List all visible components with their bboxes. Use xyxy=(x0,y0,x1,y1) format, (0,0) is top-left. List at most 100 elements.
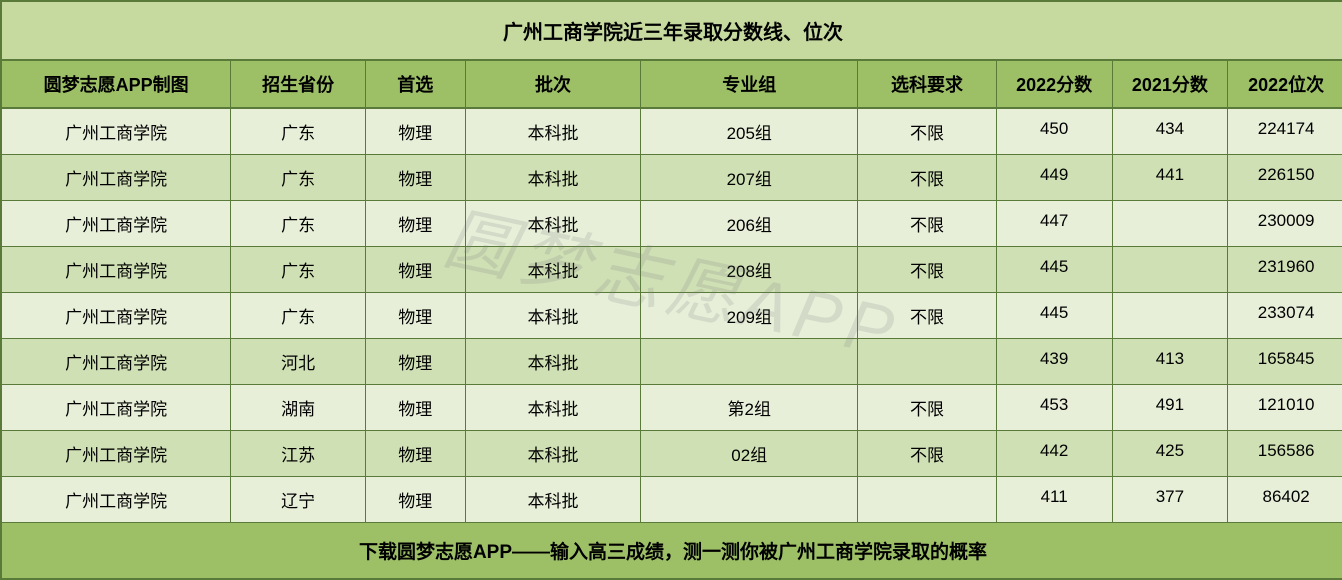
table-row: 广州工商学院广东物理本科批209组不限445233074 xyxy=(2,293,1342,339)
table-cell: 辽宁 xyxy=(231,477,366,523)
table-cell xyxy=(1113,201,1229,247)
table-cell: 449 xyxy=(997,155,1113,201)
table-cell: 442 xyxy=(997,431,1113,477)
table-row: 广州工商学院广东物理本科批206组不限447 230009 xyxy=(2,201,1342,247)
table-cell xyxy=(1113,247,1229,293)
table-cell: 广州工商学院 xyxy=(2,339,231,385)
table-cell: 广州工商学院 xyxy=(2,431,231,477)
table-cell: 不限 xyxy=(858,201,997,247)
table-cell: 206组 xyxy=(641,201,858,247)
table-cell: 本科批 xyxy=(466,477,642,523)
table-cell: 本科批 xyxy=(466,109,642,155)
table-cell: 231960 xyxy=(1228,247,1342,293)
table-row: 广州工商学院湖南物理本科批第2组不限453491121010 xyxy=(2,385,1342,431)
col-header: 招生省份 xyxy=(231,61,366,109)
table-cell: 445 xyxy=(997,247,1113,293)
table-cell: 439 xyxy=(997,339,1113,385)
table-cell: 广州工商学院 xyxy=(2,201,231,247)
table-cell: 121010 xyxy=(1228,385,1342,431)
table-cell: 本科批 xyxy=(466,201,642,247)
table-cell: 02组 xyxy=(641,431,858,477)
table-cell: 广东 xyxy=(231,155,366,201)
table-cell: 165845 xyxy=(1228,339,1342,385)
table-cell: 411 xyxy=(997,477,1113,523)
table-cell: 450 xyxy=(997,109,1113,155)
table-row: 广州工商学院河北物理本科批 439413165845 xyxy=(2,339,1342,385)
table-cell: 447 xyxy=(997,201,1113,247)
table-footer: 下载圆梦志愿APP——输入高三成绩，测一测你被广州工商学院录取的概率 xyxy=(2,523,1342,578)
table-cell: 本科批 xyxy=(466,247,642,293)
table-cell: 434 xyxy=(1113,109,1229,155)
table-cell: 广州工商学院 xyxy=(2,155,231,201)
table-cell: 209组 xyxy=(641,293,858,339)
table-cell: 广州工商学院 xyxy=(2,293,231,339)
table-cell: 不限 xyxy=(858,247,997,293)
table-cell: 230009 xyxy=(1228,201,1342,247)
table-cell: 广东 xyxy=(231,293,366,339)
table-cell: 广州工商学院 xyxy=(2,477,231,523)
table-cell: 207组 xyxy=(641,155,858,201)
table-cell: 205组 xyxy=(641,109,858,155)
col-header: 专业组 xyxy=(641,61,858,109)
col-header: 选科要求 xyxy=(858,61,997,109)
table-cell: 不限 xyxy=(858,155,997,201)
table-cell: 江苏 xyxy=(231,431,366,477)
table-cell: 不限 xyxy=(858,293,997,339)
table-cell: 本科批 xyxy=(466,339,642,385)
table-cell xyxy=(858,339,997,385)
table-cell: 86402 xyxy=(1228,477,1342,523)
table-cell: 156586 xyxy=(1228,431,1342,477)
table-cell: 不限 xyxy=(858,431,997,477)
table-cell: 491 xyxy=(1113,385,1229,431)
table-cell: 广东 xyxy=(231,109,366,155)
table-cell: 物理 xyxy=(366,477,466,523)
table-cell: 425 xyxy=(1113,431,1229,477)
table-cell: 不限 xyxy=(858,109,997,155)
table-cell: 不限 xyxy=(858,385,997,431)
table-cell: 物理 xyxy=(366,109,466,155)
table-cell: 233074 xyxy=(1228,293,1342,339)
table-row: 广州工商学院江苏物理本科批02组不限442425156586 xyxy=(2,431,1342,477)
table-cell: 本科批 xyxy=(466,155,642,201)
table-cell: 377 xyxy=(1113,477,1229,523)
table-cell: 445 xyxy=(997,293,1113,339)
table-cell: 208组 xyxy=(641,247,858,293)
admission-score-table: 广州工商学院近三年录取分数线、位次 圆梦志愿APP制图 招生省份 首选 批次 专… xyxy=(0,0,1342,580)
table-cell xyxy=(858,477,997,523)
table-cell xyxy=(1113,293,1229,339)
table-cell: 本科批 xyxy=(466,431,642,477)
col-header: 2022位次 xyxy=(1228,61,1342,109)
table-row: 广州工商学院辽宁物理本科批 41137786402 xyxy=(2,477,1342,523)
table-cell: 413 xyxy=(1113,339,1229,385)
table-row: 广州工商学院广东物理本科批208组不限445 231960 xyxy=(2,247,1342,293)
table-cell: 物理 xyxy=(366,247,466,293)
table-cell: 226150 xyxy=(1228,155,1342,201)
table-cell: 广东 xyxy=(231,201,366,247)
table-cell: 物理 xyxy=(366,339,466,385)
table-cell: 物理 xyxy=(366,431,466,477)
table-cell xyxy=(641,477,858,523)
table-row: 广州工商学院广东物理本科批205组不限450434224174 xyxy=(2,109,1342,155)
table-cell: 河北 xyxy=(231,339,366,385)
table-row: 广州工商学院广东物理本科批207组不限449441226150 xyxy=(2,155,1342,201)
col-header: 2021分数 xyxy=(1113,61,1229,109)
table-cell: 441 xyxy=(1113,155,1229,201)
table-cell: 广州工商学院 xyxy=(2,247,231,293)
table-cell: 广东 xyxy=(231,247,366,293)
table-cell: 453 xyxy=(997,385,1113,431)
table-cell: 广州工商学院 xyxy=(2,385,231,431)
table-cell: 物理 xyxy=(366,155,466,201)
table-cell: 物理 xyxy=(366,385,466,431)
col-header: 2022分数 xyxy=(997,61,1113,109)
table-cell: 第2组 xyxy=(641,385,858,431)
table-cell: 物理 xyxy=(366,201,466,247)
table-cell: 广州工商学院 xyxy=(2,109,231,155)
table-body: 广州工商学院广东物理本科批205组不限450434224174广州工商学院广东物… xyxy=(2,109,1342,523)
table-cell: 224174 xyxy=(1228,109,1342,155)
table-title: 广州工商学院近三年录取分数线、位次 xyxy=(2,2,1342,61)
col-header: 首选 xyxy=(366,61,466,109)
col-header: 圆梦志愿APP制图 xyxy=(2,61,231,109)
table-cell: 湖南 xyxy=(231,385,366,431)
col-header: 批次 xyxy=(466,61,642,109)
table-cell: 物理 xyxy=(366,293,466,339)
